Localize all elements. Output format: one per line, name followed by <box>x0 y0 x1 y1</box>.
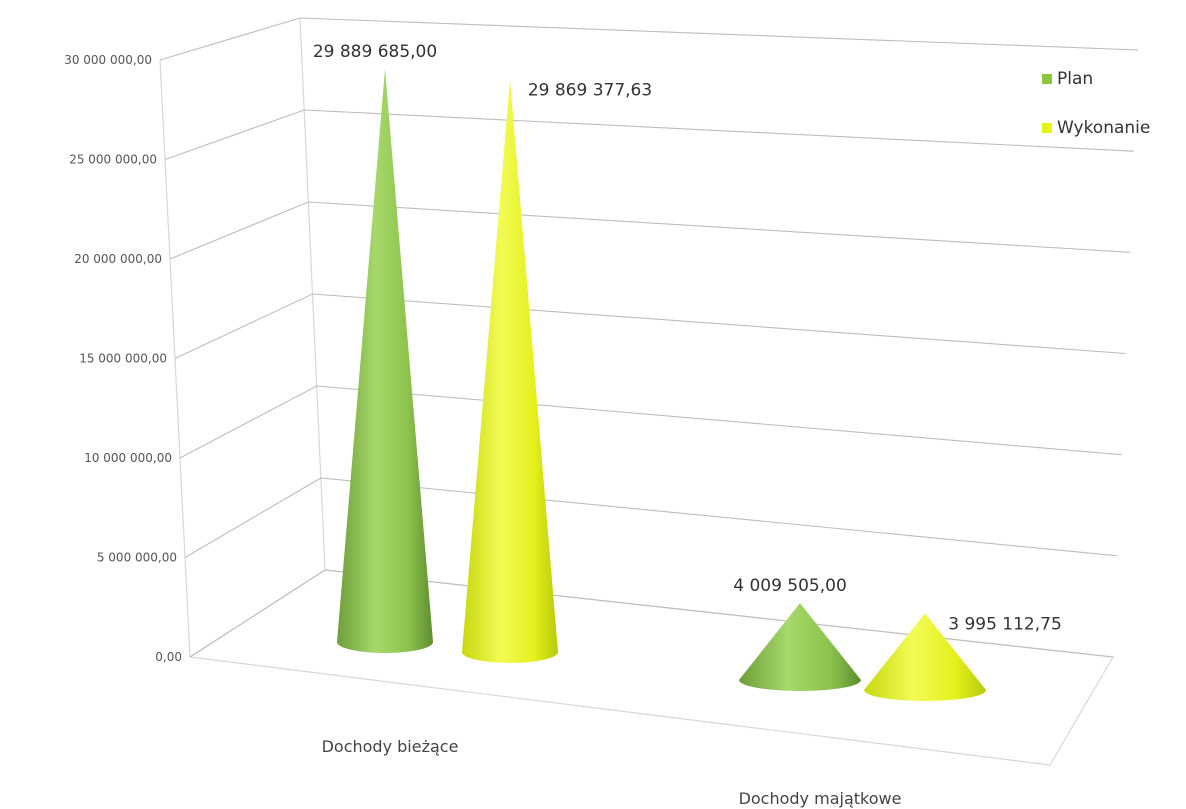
y-tick-label: 20 000 000,00 <box>74 252 162 266</box>
gridline <box>179 385 1122 459</box>
y-tick-label: 15 000 000,00 <box>79 352 167 366</box>
gridline <box>169 201 1130 260</box>
gridline <box>174 293 1126 359</box>
legend: Plan Wykonanie <box>1042 69 1150 138</box>
y-tick-label: 5 000 000,00 <box>97 551 177 565</box>
y-axis-ticks: 0,00 5 000 000,00 10 000 000,00 15 000 000,… <box>64 53 182 664</box>
category-label: Dochody bieżące <box>322 737 459 756</box>
legend-swatch <box>1042 74 1052 84</box>
category-label: Dochody majątkowe <box>739 789 902 808</box>
data-label: 29 889 685,00 <box>313 42 437 62</box>
gridline <box>184 477 1118 558</box>
data-label: 29 869 377,63 <box>528 81 652 101</box>
y-tick-label: 10 000 000,00 <box>84 451 172 465</box>
data-label: 3 995 112,75 <box>948 614 1062 634</box>
y-tick-label: 0,00 <box>155 650 182 664</box>
cone-wykonanie <box>864 613 986 701</box>
legend-swatch <box>1042 123 1052 133</box>
gridline <box>164 109 1134 161</box>
chart-walls <box>159 17 1114 766</box>
legend-label: Plan <box>1057 69 1093 89</box>
cones <box>337 69 986 701</box>
y-tick-label: 30 000 000,00 <box>64 53 152 67</box>
cone-wykonanie <box>462 79 558 663</box>
data-labels: 29 889 685,00 29 869 377,63 4 009 505,00 3 … <box>313 42 1062 634</box>
category-labels: Dochody bieżące Dochody majątkowe <box>322 737 902 808</box>
gridline <box>189 569 1114 658</box>
gridlines <box>159 17 1139 658</box>
cone-plan <box>337 69 433 653</box>
data-label: 4 009 505,00 <box>733 576 847 596</box>
legend-label: Wykonanie <box>1057 118 1150 138</box>
cone-plan <box>739 603 861 691</box>
y-tick-label: 25 000 000,00 <box>69 153 157 167</box>
floor <box>188 569 1114 766</box>
gridline <box>159 17 1139 61</box>
